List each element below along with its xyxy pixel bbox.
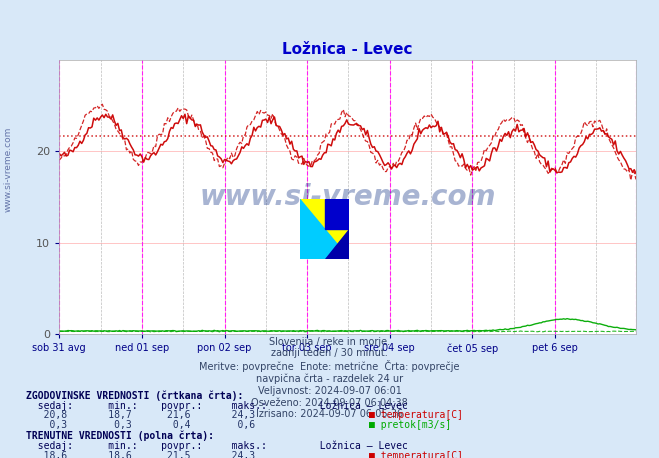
Text: www.si-vreme.com: www.si-vreme.com bbox=[3, 127, 13, 212]
Polygon shape bbox=[300, 229, 349, 259]
Text: sedaj:      min.:    povpr.:     maks.:         Ložnica – Levec: sedaj: min.: povpr.: maks.: Ložnica – Le… bbox=[26, 441, 408, 451]
Polygon shape bbox=[300, 199, 349, 259]
Text: 20,8       18,7      21,6       24,3: 20,8 18,7 21,6 24,3 bbox=[26, 410, 256, 420]
Polygon shape bbox=[325, 199, 349, 229]
Text: ■ temperatura[C]: ■ temperatura[C] bbox=[369, 410, 463, 420]
Polygon shape bbox=[300, 199, 325, 259]
Polygon shape bbox=[325, 229, 349, 259]
Text: ■ temperatura[C]: ■ temperatura[C] bbox=[369, 451, 463, 458]
Text: 18,6       18,6      21,5       24,3: 18,6 18,6 21,5 24,3 bbox=[26, 451, 256, 458]
Text: TRENUTNE VREDNOSTI (polna črta):: TRENUTNE VREDNOSTI (polna črta): bbox=[26, 431, 214, 441]
Text: www.si-vreme.com: www.si-vreme.com bbox=[200, 183, 496, 211]
Text: ■ pretok[m3/s]: ■ pretok[m3/s] bbox=[369, 420, 451, 431]
Text: ZGODOVINSKE VREDNOSTI (črtkana črta):: ZGODOVINSKE VREDNOSTI (črtkana črta): bbox=[26, 390, 244, 401]
Title: Ložnica - Levec: Ložnica - Levec bbox=[282, 42, 413, 57]
Text: 0,3        0,3       0,4        0,6: 0,3 0,3 0,4 0,6 bbox=[26, 420, 256, 431]
Text: sedaj:      min.:    povpr.:     maks.:         Ložnica – Levec: sedaj: min.: povpr.: maks.: Ložnica – Le… bbox=[26, 400, 408, 411]
Text: Slovenija / reke in morje.
zadnji teden / 30 minut.
Meritve: povprečne  Enote: m: Slovenija / reke in morje. zadnji teden … bbox=[199, 337, 460, 419]
